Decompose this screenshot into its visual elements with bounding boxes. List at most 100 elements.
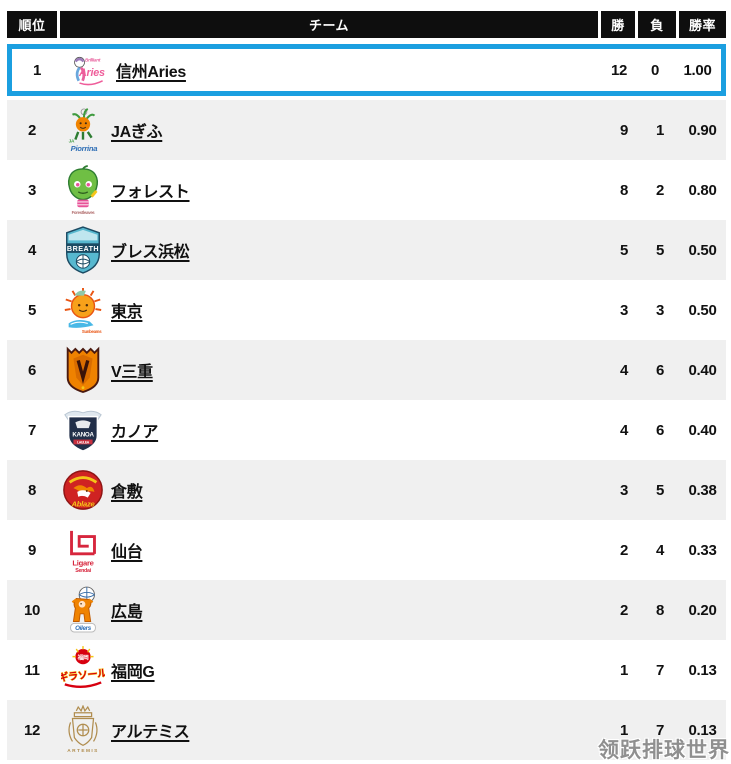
losses-cell: 7 [655,661,665,679]
rank-cell: 7 [27,421,37,439]
team-link[interactable]: 信州Aries [116,64,186,81]
wins-cell: 12 [610,61,628,79]
header-wins: 勝 [601,11,635,38]
team-link[interactable]: 福岡G [111,664,155,681]
losses-cell: 5 [655,481,665,499]
kanoa-logo-icon: KANOA LAULEA [60,404,106,456]
table-row: 2 JA Piorrina JAぎふ 9 1 0.90 [7,100,726,160]
ja-gifu-logo-icon: JA Piorrina [60,104,106,156]
losses-cell: 5 [655,241,665,259]
rate-cell: 0.40 [688,421,717,439]
rank-cell: 4 [27,241,37,259]
rate-cell: 0.40 [688,361,717,379]
fukuoka-g-logo-icon: 福岡 ギラソール [60,644,106,696]
team-link[interactable]: V三重 [111,364,153,381]
losses-cell: 1 [655,121,665,139]
rate-cell: 0.38 [688,481,717,499]
standings-table: 順位 チーム 勝 負 勝率 1 Brilliant Aries 信州Aries 1… [7,11,726,760]
header-rate: 勝率 [679,11,726,38]
team-link[interactable]: 広島 [111,604,143,621]
losses-cell: 7 [655,721,665,739]
table-row: 3 Forestleaves フォレスト 8 2 0.80 [7,160,726,220]
losses-cell: 3 [655,301,665,319]
team-link[interactable]: ブレス浜松 [111,244,190,261]
table-row: 8 Ablaze 倉敷 3 5 0.38 [7,460,726,520]
wins-cell: 8 [619,181,629,199]
rank-cell: 3 [27,181,37,199]
artemis-logo-icon: ARTEMIS [60,704,106,756]
team-cell: KANOA LAULEA カノア [57,404,607,456]
rate-cell: 0.33 [688,541,717,559]
svg-text:ARTEMIS: ARTEMIS [67,748,99,754]
rank-cell: 2 [27,121,37,139]
table-row: 9 Ligare Sendai 仙台 2 4 0.33 [7,520,726,580]
rate-cell: 0.13 [688,661,717,679]
wins-cell: 3 [619,481,629,499]
table-row: 5 Sunbeams 東京 3 3 0.50 [7,280,726,340]
team-cell: Ablaze 倉敷 [57,464,607,516]
team-link[interactable]: 仙台 [111,544,143,561]
team-link[interactable]: カノア [111,424,159,441]
shinshu-aries-logo-icon: Brilliant Aries [65,44,111,96]
wins-cell: 3 [619,301,629,319]
svg-text:BREATH: BREATH [67,245,99,253]
wins-cell: 4 [619,421,629,439]
losses-cell: 8 [655,601,665,619]
svg-text:Brilliant: Brilliant [85,58,101,63]
hiroshima-logo-icon: Oilers [60,584,106,636]
rank-cell: 8 [27,481,37,499]
header-rank: 順位 [7,11,57,38]
rate-cell: 0.20 [688,601,717,619]
table-row: 10 Oilers 広島 2 8 0.20 [7,580,726,640]
table-row: 1 Brilliant Aries 信州Aries 12 0 1.00 [7,44,726,96]
wins-cell: 2 [619,541,629,559]
wins-cell: 1 [619,721,629,739]
rank-cell: 10 [23,601,41,619]
sendai-logo-icon: Ligare Sendai [60,524,106,576]
svg-text:LAULEA: LAULEA [77,440,90,444]
svg-text:Sendai: Sendai [75,568,91,574]
svg-text:福岡: 福岡 [77,653,89,661]
forest-logo-icon: Forestleaves [60,164,106,216]
wins-cell: 9 [619,121,629,139]
rate-cell: 1.00 [683,61,712,79]
svg-text:JA: JA [69,138,75,144]
rank-cell: 9 [27,541,37,559]
team-link[interactable]: アルテミス [111,724,190,741]
rate-cell: 0.50 [688,301,717,319]
table-row: 7 KANOA LAULEA カノア 4 6 0.40 [7,400,726,460]
table-header: 順位 チーム 勝 負 勝率 [7,11,726,38]
team-link[interactable]: 倉敷 [111,484,143,501]
svg-text:Piorrina: Piorrina [71,144,99,153]
wins-cell: 4 [619,361,629,379]
team-cell: Oilers 広島 [57,584,607,636]
rank-cell: 11 [24,661,40,679]
losses-cell: 6 [655,361,665,379]
team-cell: 福岡ギラソール 福岡G [57,644,607,696]
team-cell: Sunbeams 東京 [57,284,607,336]
team-link[interactable]: 東京 [111,304,143,321]
wins-cell: 5 [619,241,629,259]
svg-text:Ablaze: Ablaze [71,499,96,508]
svg-text:Ligare: Ligare [72,558,93,567]
svg-text:Sunbeams: Sunbeams [82,329,102,334]
svg-text:ギラソール: ギラソール [61,666,105,684]
team-link[interactable]: JAぎふ [111,124,163,141]
team-cell: Forestleaves フォレスト [57,164,607,216]
wins-cell: 2 [619,601,629,619]
losses-cell: 2 [655,181,665,199]
wins-cell: 1 [619,661,629,679]
team-cell: BREATH ブレス浜松 [57,224,607,276]
svg-text:Aries: Aries [78,67,105,79]
losses-cell: 4 [655,541,665,559]
team-link[interactable]: フォレスト [111,184,190,201]
team-cell: Brilliant Aries 信州Aries [62,44,602,96]
watermark: 领跃排球世界 [598,739,730,762]
rank-cell: 1 [32,61,42,79]
rate-cell: 0.50 [688,241,717,259]
team-cell: V三重 [57,344,607,396]
rate-cell: 0.80 [688,181,717,199]
kurashiki-logo-icon: Ablaze [60,464,106,516]
table-row: 12 ARTEMIS アルテミス 1 7 0.13 [7,700,726,760]
